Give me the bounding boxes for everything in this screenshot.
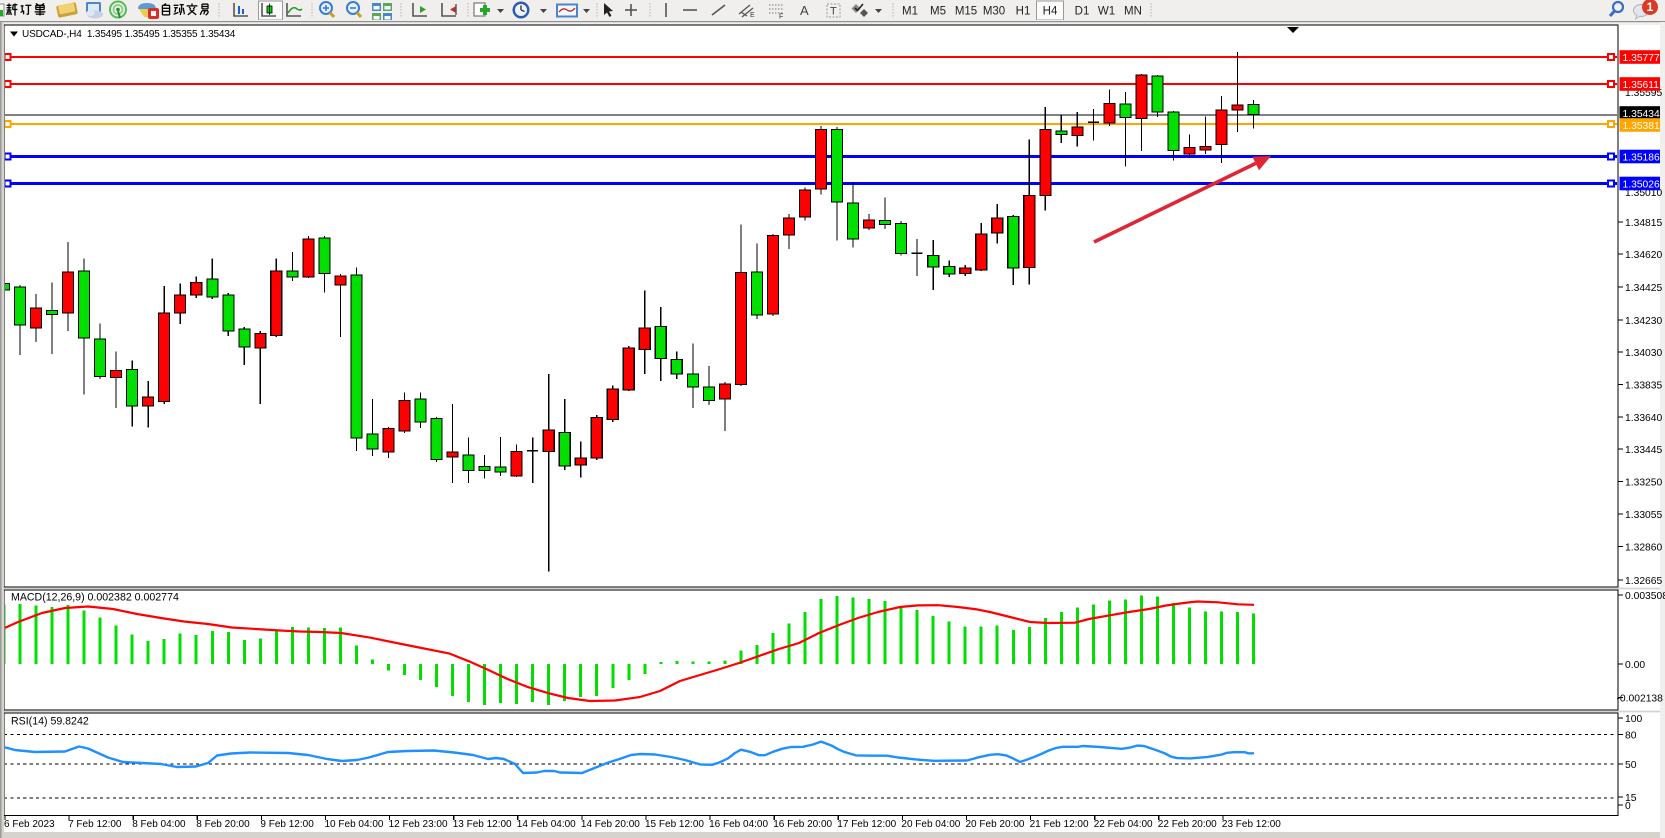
svg-text:1.35777: 1.35777: [1623, 53, 1660, 64]
svg-text:7 Feb 12:00: 7 Feb 12:00: [68, 819, 122, 830]
svg-text:100: 100: [1625, 714, 1642, 725]
svg-text:F: F: [779, 14, 783, 21]
svg-text:12 Feb 23:00: 12 Feb 23:00: [389, 819, 448, 830]
svg-text:17 Feb 12:00: 17 Feb 12:00: [837, 819, 896, 830]
svg-text:T: T: [830, 6, 837, 18]
svg-text:A: A: [800, 3, 809, 18]
svg-text:9 Feb 12:00: 9 Feb 12:00: [260, 819, 314, 830]
svg-text:D1: D1: [1075, 6, 1090, 18]
svg-text:MN: MN: [1124, 6, 1142, 18]
svg-text:-0.002138: -0.002138: [1617, 693, 1664, 704]
svg-text:1.35026: 1.35026: [1623, 179, 1660, 190]
svg-text:1.35595: 1.35595: [1625, 88, 1662, 99]
svg-text:10 Feb 04:00: 10 Feb 04:00: [325, 819, 384, 830]
svg-text:1.34620: 1.34620: [1625, 250, 1662, 261]
svg-text:1.35010: 1.35010: [1625, 188, 1662, 199]
svg-text:22 Feb 04:00: 22 Feb 04:00: [1094, 819, 1153, 830]
svg-text:M1: M1: [902, 6, 918, 18]
svg-text:E: E: [750, 12, 755, 19]
svg-text:M5: M5: [930, 6, 946, 18]
svg-text:0.00: 0.00: [1625, 660, 1645, 671]
svg-text:20 Feb 20:00: 20 Feb 20:00: [966, 819, 1025, 830]
svg-text:0.003508: 0.003508: [1625, 591, 1665, 602]
svg-text:16 Feb 04:00: 16 Feb 04:00: [709, 819, 768, 830]
svg-text:8 Feb 04:00: 8 Feb 04:00: [132, 819, 186, 830]
svg-text:20 Feb 04:00: 20 Feb 04:00: [901, 819, 960, 830]
svg-text:USDCAD-,H4 1.35495 1.35495 1.: USDCAD-,H4 1.35495 1.35495 1.35355 1.354…: [22, 29, 236, 40]
svg-text:MACD(12,26,9) 0.002382 0.00277: MACD(12,26,9) 0.002382 0.002774: [11, 592, 179, 604]
svg-text:50: 50: [1625, 760, 1637, 771]
svg-text:0: 0: [1625, 801, 1631, 812]
svg-text:M30: M30: [983, 6, 1005, 18]
svg-text:1: 1: [1647, 0, 1654, 14]
svg-text:15: 15: [1625, 793, 1637, 804]
svg-text:RSI(14) 59.8242: RSI(14) 59.8242: [11, 716, 89, 728]
svg-text:1.33250: 1.33250: [1625, 477, 1662, 488]
svg-text:23 Feb 12:00: 23 Feb 12:00: [1222, 819, 1281, 830]
svg-text:1.35611: 1.35611: [1623, 80, 1660, 91]
svg-text:1.34030: 1.34030: [1625, 348, 1662, 359]
svg-text:1.32665: 1.32665: [1625, 576, 1662, 587]
svg-text:1.33055: 1.33055: [1625, 510, 1662, 521]
svg-text:14 Feb 20:00: 14 Feb 20:00: [581, 819, 640, 830]
svg-text:H4: H4: [1043, 6, 1058, 18]
svg-text:6 Feb 2023: 6 Feb 2023: [4, 819, 55, 830]
svg-text:W1: W1: [1098, 6, 1115, 18]
svg-text:1.35186: 1.35186: [1623, 152, 1660, 163]
svg-text:13 Feb 12:00: 13 Feb 12:00: [453, 819, 512, 830]
svg-text:16 Feb 20:00: 16 Feb 20:00: [773, 819, 832, 830]
svg-text:1.34230: 1.34230: [1625, 316, 1662, 327]
svg-text:15 Feb 12:00: 15 Feb 12:00: [645, 819, 704, 830]
svg-text:1.33835: 1.33835: [1625, 380, 1662, 391]
svg-text:1.33640: 1.33640: [1625, 413, 1662, 424]
svg-text:14 Feb 04:00: 14 Feb 04:00: [517, 819, 576, 830]
svg-text:22 Feb 20:00: 22 Feb 20:00: [1158, 819, 1217, 830]
svg-text:H1: H1: [1016, 6, 1031, 18]
svg-text:80: 80: [1625, 730, 1637, 741]
svg-text:1.34815: 1.34815: [1625, 218, 1662, 229]
svg-text:1.32860: 1.32860: [1625, 542, 1662, 553]
svg-text:1.35381: 1.35381: [1623, 121, 1660, 132]
svg-text:1.34425: 1.34425: [1625, 283, 1662, 294]
svg-text:21 Feb 12:00: 21 Feb 12:00: [1030, 819, 1089, 830]
svg-text:M15: M15: [955, 6, 977, 18]
svg-text:1.35434: 1.35434: [1623, 109, 1660, 120]
svg-text:8 Feb 20:00: 8 Feb 20:00: [196, 819, 250, 830]
svg-text:1.33445: 1.33445: [1625, 445, 1662, 456]
